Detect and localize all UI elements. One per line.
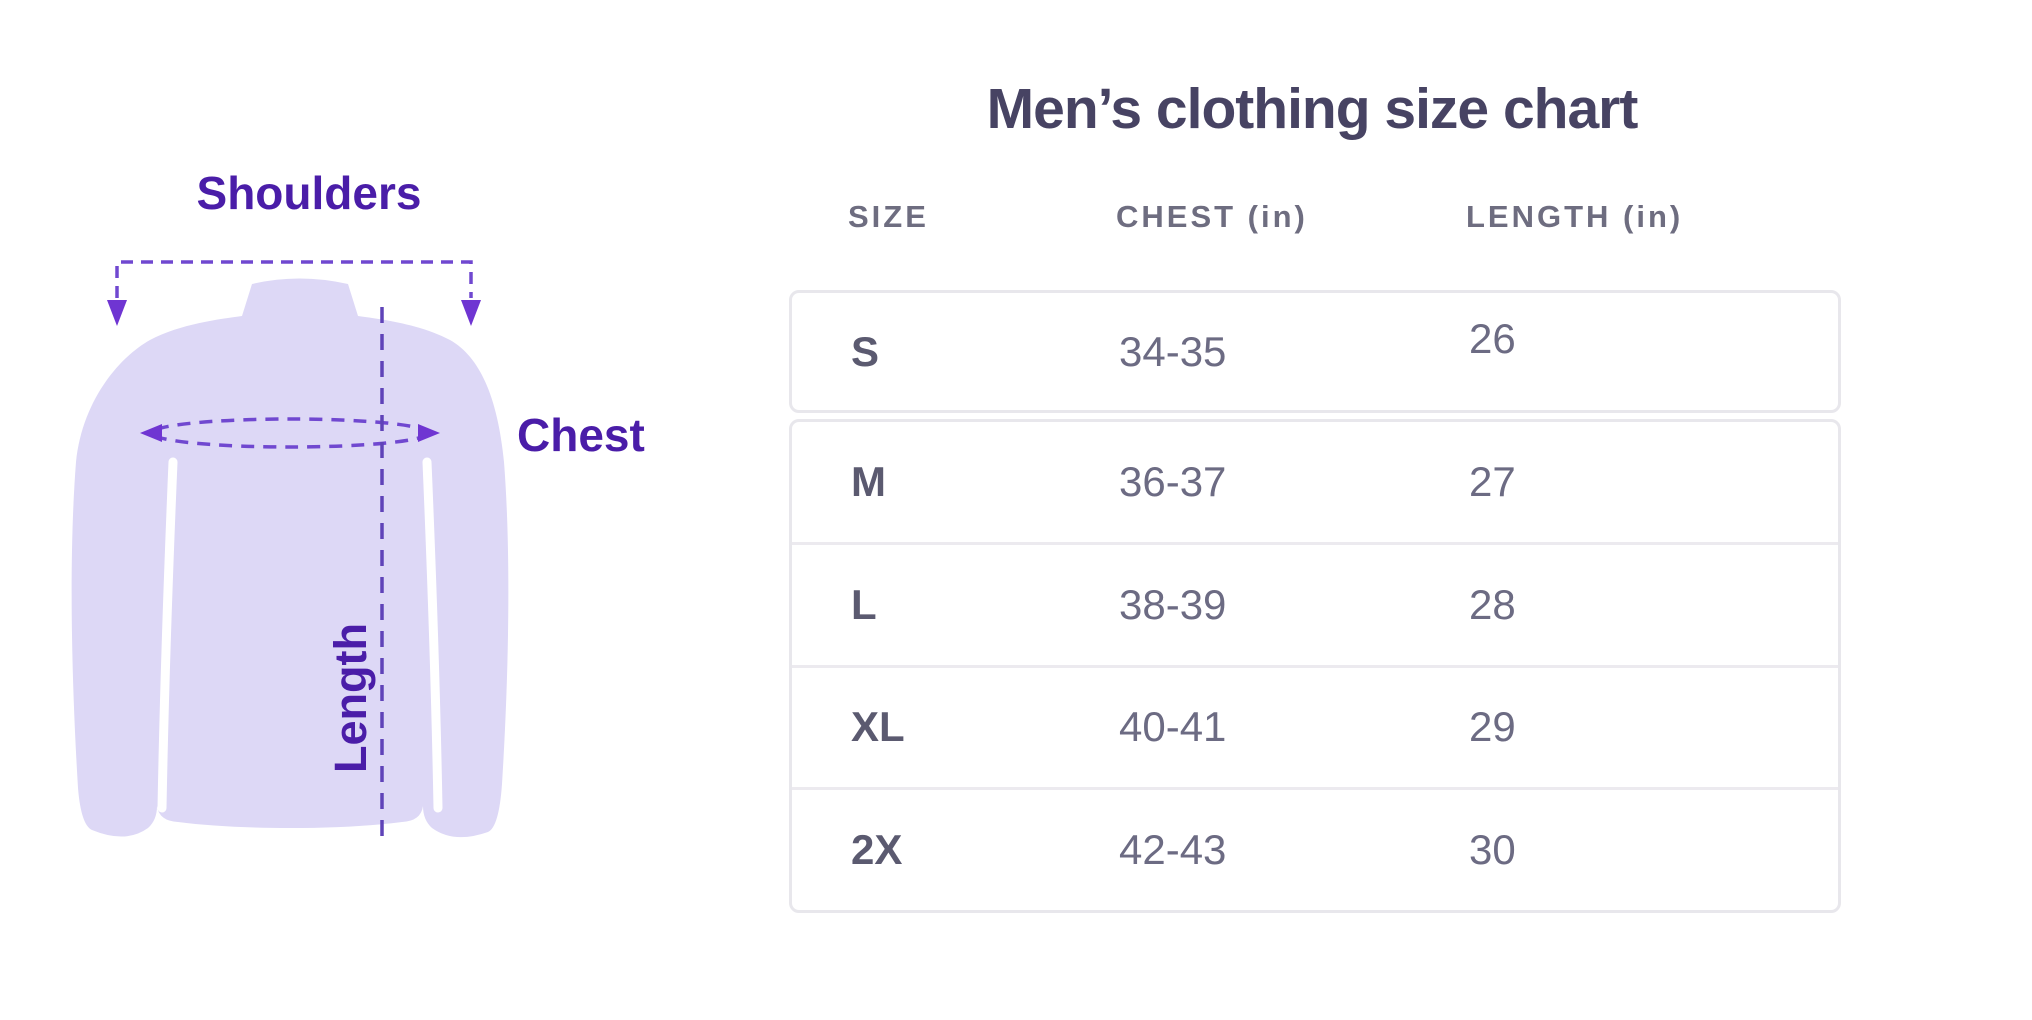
header-length: LENGTH (in)	[1466, 199, 1684, 234]
table-box-size-s: S 34-35 26	[789, 290, 1841, 413]
cell-chest: 40-41	[1119, 703, 1227, 751]
shirt-silhouette	[71, 278, 509, 838]
cell-size: S	[851, 327, 880, 375]
shoulders-label: Shoulders	[196, 167, 422, 219]
table-row: XL 40-41 29	[792, 664, 1838, 788]
table-row: M 36-37 27	[792, 422, 1838, 542]
cell-chest: 42-43	[1119, 826, 1227, 874]
cell-chest: 38-39	[1119, 580, 1227, 628]
shoulders-arrow-right	[461, 300, 481, 326]
table-row: S 34-35 26	[792, 293, 1838, 410]
cell-length: 28	[1469, 580, 1516, 628]
shirt-diagram: Shoulders Chest Length	[0, 0, 700, 1020]
cell-length: 27	[1469, 457, 1516, 505]
cell-size: M	[851, 457, 886, 505]
chest-label: Chest	[517, 409, 645, 461]
chest-measure-ellipse	[140, 417, 440, 449]
table-header-row: SIZE CHEST (in) LENGTH (in)	[789, 196, 1841, 238]
header-size: SIZE	[848, 199, 929, 234]
shoulders-measure-bracket	[115, 260, 473, 298]
cell-size: 2X	[851, 826, 903, 874]
shirt-illustration	[71, 260, 509, 844]
cell-size: XL	[851, 703, 905, 751]
page-title: Men’s clothing size chart	[986, 77, 1639, 141]
table-box-sizes-m-2x: M 36-37 27 L 38-39 28 XL 40-41 29 2X 42-…	[789, 419, 1841, 913]
header-chest: CHEST (in)	[1116, 199, 1308, 234]
table-row: 2X 42-43 30	[792, 787, 1838, 910]
cell-length: 29	[1469, 703, 1516, 751]
length-label: Length	[325, 623, 376, 773]
table-row: L 38-39 28	[792, 541, 1838, 665]
shoulders-arrow-left	[107, 300, 127, 326]
cell-size: L	[851, 580, 877, 628]
cell-length: 30	[1469, 826, 1516, 874]
cell-length: 26	[1469, 314, 1516, 362]
cell-chest: 34-35	[1119, 327, 1227, 375]
cell-chest: 36-37	[1119, 457, 1227, 505]
